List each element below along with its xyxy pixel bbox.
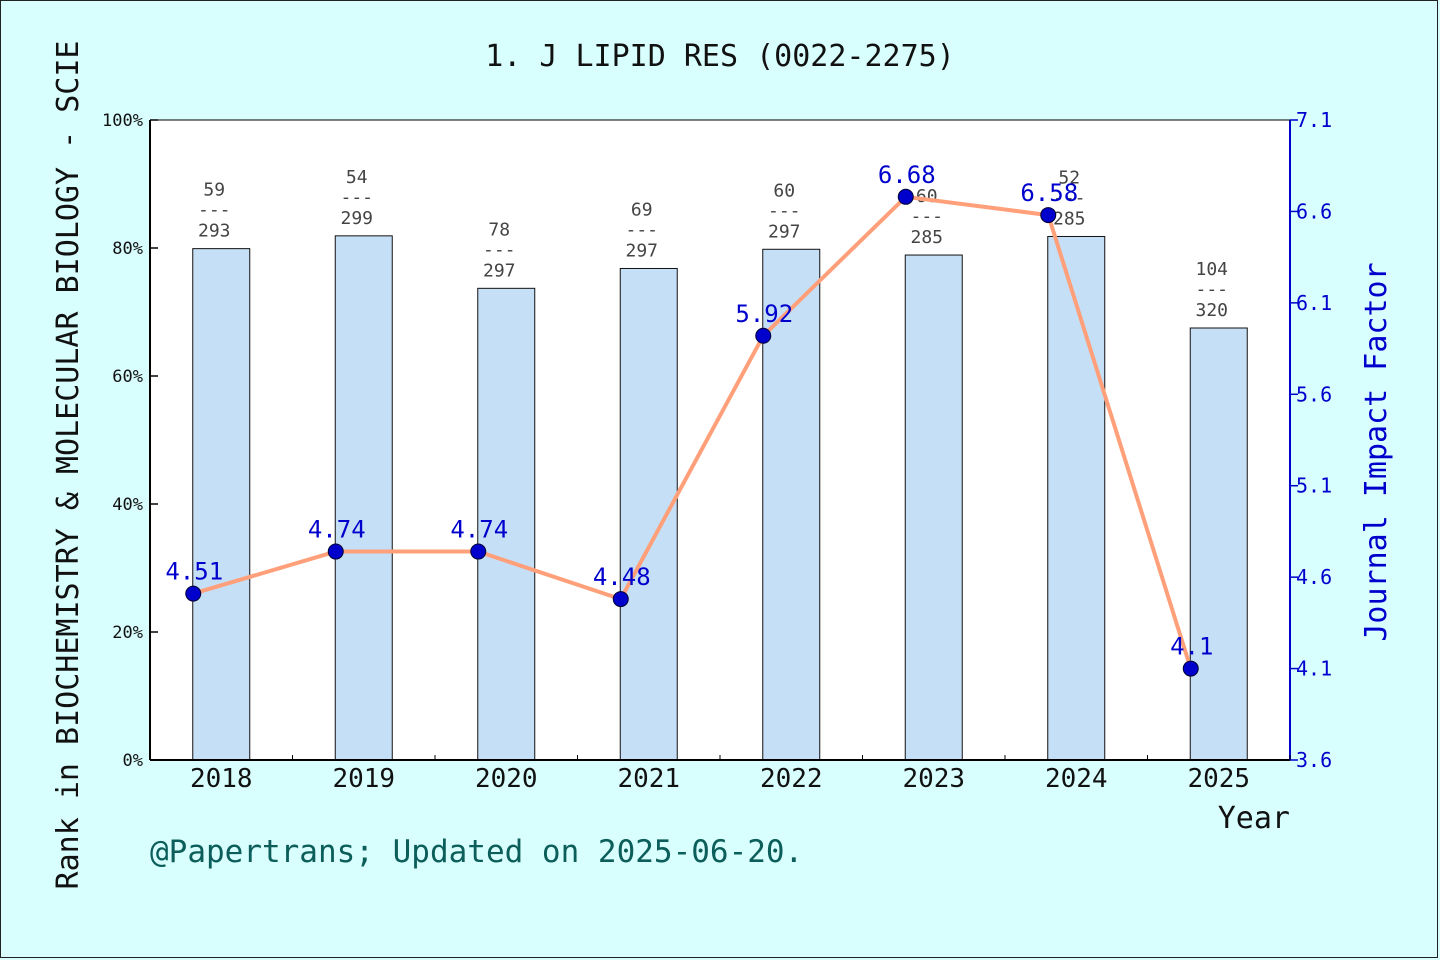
bar-label-total: 293 [198, 221, 231, 242]
x-tick-label: 2018 [190, 764, 253, 794]
impact-factor-label: 4.1 [1170, 633, 1213, 661]
line-point-2018 [185, 585, 202, 602]
bar-label-total: 320 [1195, 300, 1228, 321]
x-tick-label: 2021 [617, 764, 680, 794]
bar-label-rank: 60 [773, 180, 795, 201]
bar-label-separator: --- [483, 239, 516, 260]
y-tick-label: 20% [112, 623, 143, 643]
bar-2025 [1189, 327, 1248, 761]
impact-factor-label: 4.74 [308, 516, 366, 544]
bar-label-separator: --- [1195, 279, 1228, 300]
impact-factor-series: 4.51 4.74 4.74 4.48 5.92 6.68 6.58 4.1 [165, 161, 1213, 677]
impact-factor-label: 5.92 [735, 300, 793, 328]
line-segment [761, 194, 908, 338]
y2-tick-label: 3.6 [1296, 748, 1332, 772]
line-point-2021 [612, 591, 629, 608]
line-segment [903, 194, 1051, 218]
bar-label-rank: 104 [1195, 259, 1228, 280]
x-tick-label: 2025 [1187, 764, 1250, 794]
y-tick-label: 80% [112, 239, 143, 259]
y-tick-label: 60% [112, 367, 143, 387]
axes: 0% 20% 40% 60% 80% 100% 3.6 4.1 4.6 5.1 5.6 6.1 6.6 7… [102, 108, 1332, 794]
x-tick-label: 2022 [760, 764, 823, 794]
line-segment [1046, 213, 1193, 671]
bar-label-rank: 69 [631, 199, 653, 220]
bar-label-rank: 54 [346, 167, 368, 188]
y2-tick-label: 6.6 [1296, 199, 1332, 223]
x-tick-label: 2024 [1045, 764, 1108, 794]
impact-factor-label: 6.68 [878, 161, 936, 189]
line-segment [191, 549, 338, 596]
line-segment [476, 549, 623, 602]
bar-label-separator: --- [340, 187, 373, 208]
bar-labels: 59---29354---29978---29769---29760---297… [198, 167, 1228, 321]
y2-tick-label: 5.1 [1296, 474, 1332, 498]
line-point-2024 [1040, 207, 1057, 224]
line-point-2025 [1182, 660, 1199, 677]
x-tick-label: 2023 [902, 764, 965, 794]
y2-tick-label: 5.6 [1296, 382, 1332, 406]
y2-tick-label: 7.1 [1296, 108, 1332, 132]
chart-title: 1. J LIPID RES (0022-2275) [485, 39, 955, 74]
bar-label-separator: --- [1053, 187, 1086, 208]
bar-label-total: 285 [910, 227, 943, 248]
y-tick-label: 40% [112, 495, 143, 515]
bar-label-total: 285 [1053, 208, 1086, 229]
line-segment [618, 333, 766, 602]
line-point-2019 [327, 543, 344, 560]
x-tick-label: 2019 [332, 764, 395, 794]
y-axis-title: Rank in BIOCHEMISTRY & MOLECULAR BIOLOGY… [51, 41, 86, 890]
bar-label-total: 297 [625, 240, 658, 261]
bar-label-separator: --- [198, 200, 231, 221]
y-tick-label: 100% [102, 111, 143, 131]
bar-label-total: 297 [768, 221, 801, 242]
x-axis-title: Year [1218, 801, 1290, 836]
bar-label-separator: --- [910, 206, 943, 227]
bar-label-separator: --- [625, 219, 658, 240]
bar-label-total: 297 [483, 260, 516, 281]
bar-2020 [477, 287, 536, 761]
y2-tick-label: 6.1 [1296, 291, 1332, 315]
impact-factor-label: 6.58 [1020, 179, 1078, 207]
line-point-2023 [897, 188, 914, 205]
line-point-2020 [470, 543, 487, 560]
bar-label-separator: --- [768, 200, 801, 221]
y2-tick-label: 4.1 [1296, 657, 1332, 681]
y-tick-label: 0% [123, 751, 143, 771]
bar-label-rank: 52 [1058, 167, 1080, 188]
line-point-2022 [755, 327, 772, 344]
impact-factor-label: 4.51 [165, 558, 223, 586]
bar-2019 [334, 235, 393, 761]
y2-tick-label: 4.6 [1296, 565, 1332, 589]
bar-label-rank: 59 [203, 180, 225, 201]
bar-2018 [192, 248, 251, 761]
x-tick-label: 2020 [475, 764, 538, 794]
bar-label-rank: 78 [488, 219, 510, 240]
impact-factor-label: 4.74 [450, 516, 508, 544]
bar-label-total: 299 [340, 208, 373, 229]
y2-axis-title: Journal Impact Factor [1359, 262, 1394, 641]
footer-credit: @Papertrans; Updated on 2025-06-20. [150, 834, 804, 870]
bar-2024 [1047, 235, 1106, 761]
impact-factor-label: 4.48 [593, 563, 651, 591]
bar-2023 [904, 254, 963, 761]
